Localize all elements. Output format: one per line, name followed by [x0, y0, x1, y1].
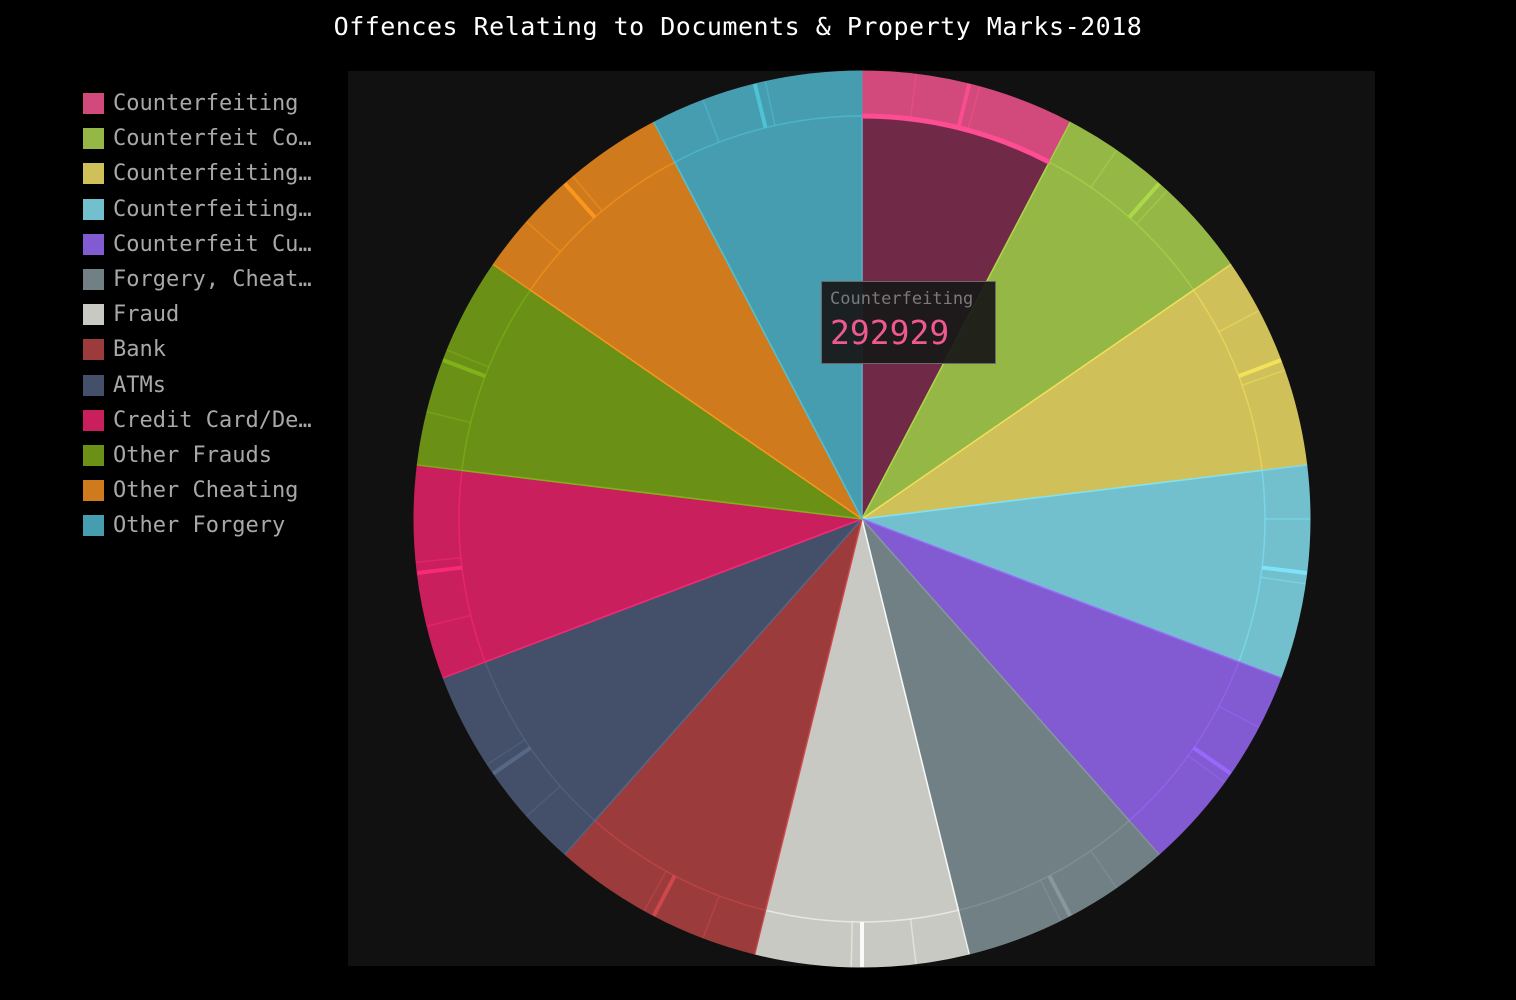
legend-label: Bank — [113, 337, 166, 363]
legend-swatch — [83, 409, 104, 431]
legend-label: Counterfeiting… — [113, 196, 312, 222]
legend-swatch — [83, 339, 104, 361]
legend-swatch — [83, 480, 104, 502]
legend-label: Counterfeiting — [113, 91, 299, 117]
legend-label: Credit Card/De… — [113, 407, 312, 433]
legend-item[interactable]: Counterfeit Cu… — [83, 227, 333, 262]
legend-label: Other Cheating — [113, 478, 299, 504]
legend-label: ATMs — [113, 372, 166, 398]
chart-title: Offences Relating to Documents & Propert… — [333, 12, 1143, 41]
legend-label: Counterfeiting… — [113, 161, 312, 187]
legend-item[interactable]: Credit Card/De… — [83, 403, 333, 438]
legend-label: Counterfeit Co… — [113, 126, 312, 152]
legend-label: Other Frauds — [113, 442, 272, 468]
legend-swatch — [83, 269, 104, 291]
legend-swatch — [83, 515, 104, 537]
legend-item[interactable]: Other Cheating — [83, 473, 333, 508]
legend-item[interactable]: Counterfeiting — [83, 86, 333, 121]
tooltip-name: Counterfeiting — [830, 289, 974, 309]
legend-item[interactable]: Forgery, Cheat… — [83, 262, 333, 297]
legend-label: Counterfeit Cu… — [113, 231, 312, 257]
plot-area — [348, 71, 1375, 966]
legend-item[interactable]: Counterfeit Co… — [83, 121, 333, 156]
tooltip: Counterfeiting 292929 — [821, 281, 996, 364]
legend-swatch — [83, 93, 104, 115]
legend-item[interactable]: Other Frauds — [83, 438, 333, 473]
legend: Counterfeiting Counterfeit Co… Counterfeit… — [83, 86, 333, 543]
legend-swatch — [83, 198, 104, 220]
legend-label: Other Forgery — [113, 513, 286, 539]
legend-label: Forgery, Cheat… — [113, 267, 312, 293]
legend-swatch — [83, 128, 104, 150]
legend-item[interactable]: Counterfeiting… — [83, 192, 333, 227]
legend-item[interactable]: ATMs — [83, 368, 333, 403]
legend-swatch — [83, 233, 104, 255]
legend-swatch — [83, 163, 104, 185]
legend-item[interactable]: Fraud — [83, 297, 333, 332]
legend-item[interactable]: Other Forgery — [83, 508, 333, 543]
legend-swatch — [83, 444, 104, 466]
legend-swatch — [83, 304, 104, 326]
legend-item[interactable]: Bank — [83, 332, 333, 367]
legend-label: Fraud — [113, 302, 180, 328]
tooltip-value: 292929 — [830, 313, 950, 352]
legend-swatch — [83, 374, 104, 396]
legend-item[interactable]: Counterfeiting… — [83, 156, 333, 191]
